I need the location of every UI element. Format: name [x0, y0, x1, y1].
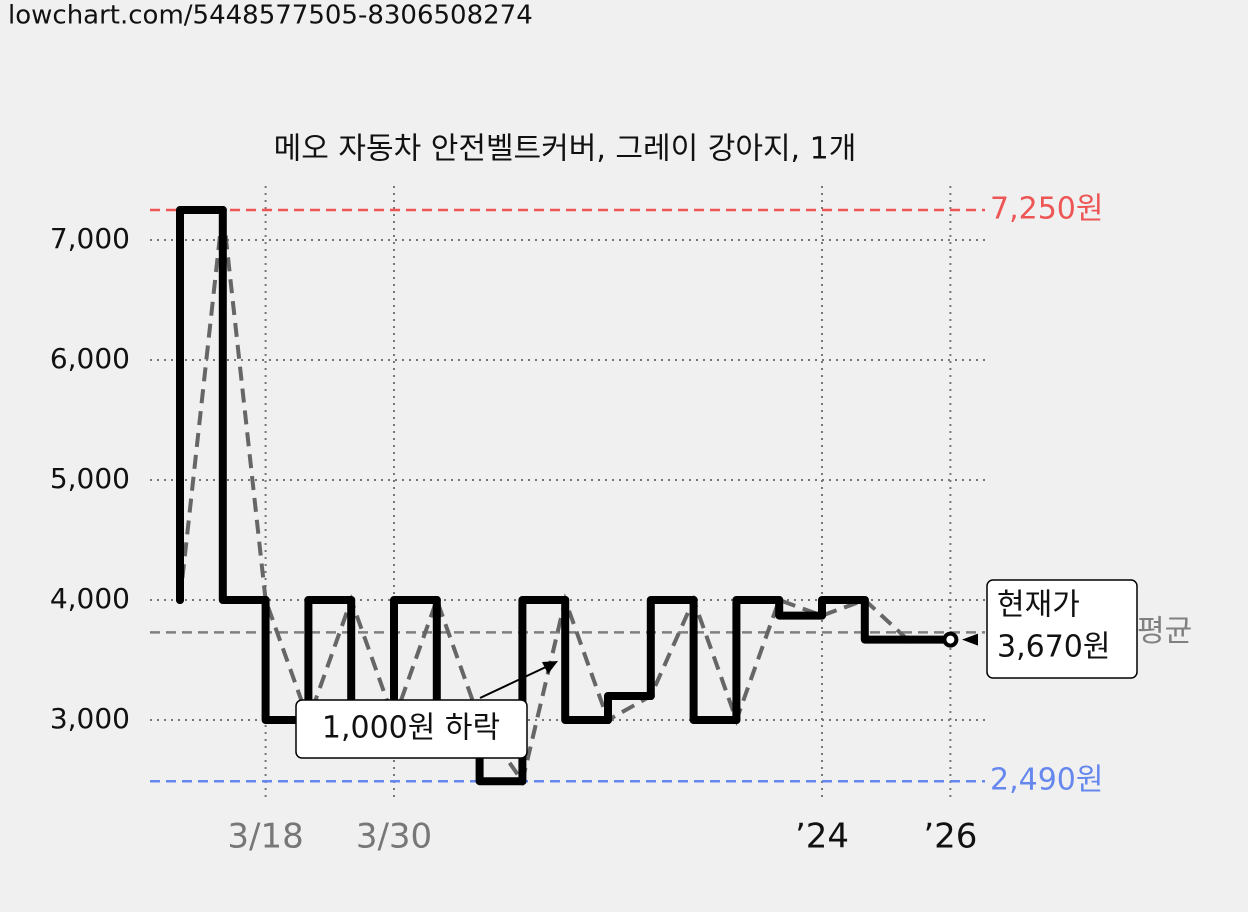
price-step [689, 596, 741, 724]
y-tick-label: 7,000 [50, 222, 130, 255]
average-line-label: 평균 [1137, 614, 1192, 649]
price-step [304, 596, 356, 724]
y-tick-label: 4,000 [50, 582, 130, 615]
x-tick-label: ’24 [795, 817, 849, 857]
annotation-box [295, 699, 528, 759]
url: lowchart.com/5448577505-8306508274 [8, 1, 533, 31]
price-step [775, 596, 826, 620]
price-step [604, 692, 655, 724]
annotation-arrow [479, 665, 549, 699]
price-step [561, 596, 612, 724]
y-tick-label: 6,000 [50, 342, 130, 375]
price-step [732, 596, 784, 724]
price-step [218, 206, 270, 604]
price-step [818, 596, 869, 620]
chart-title: 메오 자동차 안전벨트커버, 그레이 강아지, 1개 [274, 132, 857, 167]
price-step [390, 596, 441, 724]
current-box [986, 579, 1138, 679]
x-tick-label: 3/18 [227, 817, 303, 857]
x-tick-label: 3/30 [356, 817, 432, 857]
y-tick-label: 3,000 [50, 702, 130, 735]
current-title: 현재가 [997, 588, 1080, 623]
price-step [261, 596, 313, 724]
current-value: 3,670원 [997, 630, 1110, 665]
x-tick-label: ’26 [923, 817, 977, 857]
min-line-label: 2,490원 [990, 763, 1103, 798]
annotation-text: 1,000원 하락 [322, 711, 500, 746]
current-pointer [962, 633, 978, 646]
current-marker [942, 631, 959, 648]
price-step [646, 596, 698, 700]
max-line-label: 7,250원 [990, 192, 1103, 227]
price-step [176, 206, 227, 604]
price-step [860, 596, 912, 644]
y-tick-label: 5,000 [50, 462, 130, 495]
annotation-arrowhead [542, 661, 558, 674]
